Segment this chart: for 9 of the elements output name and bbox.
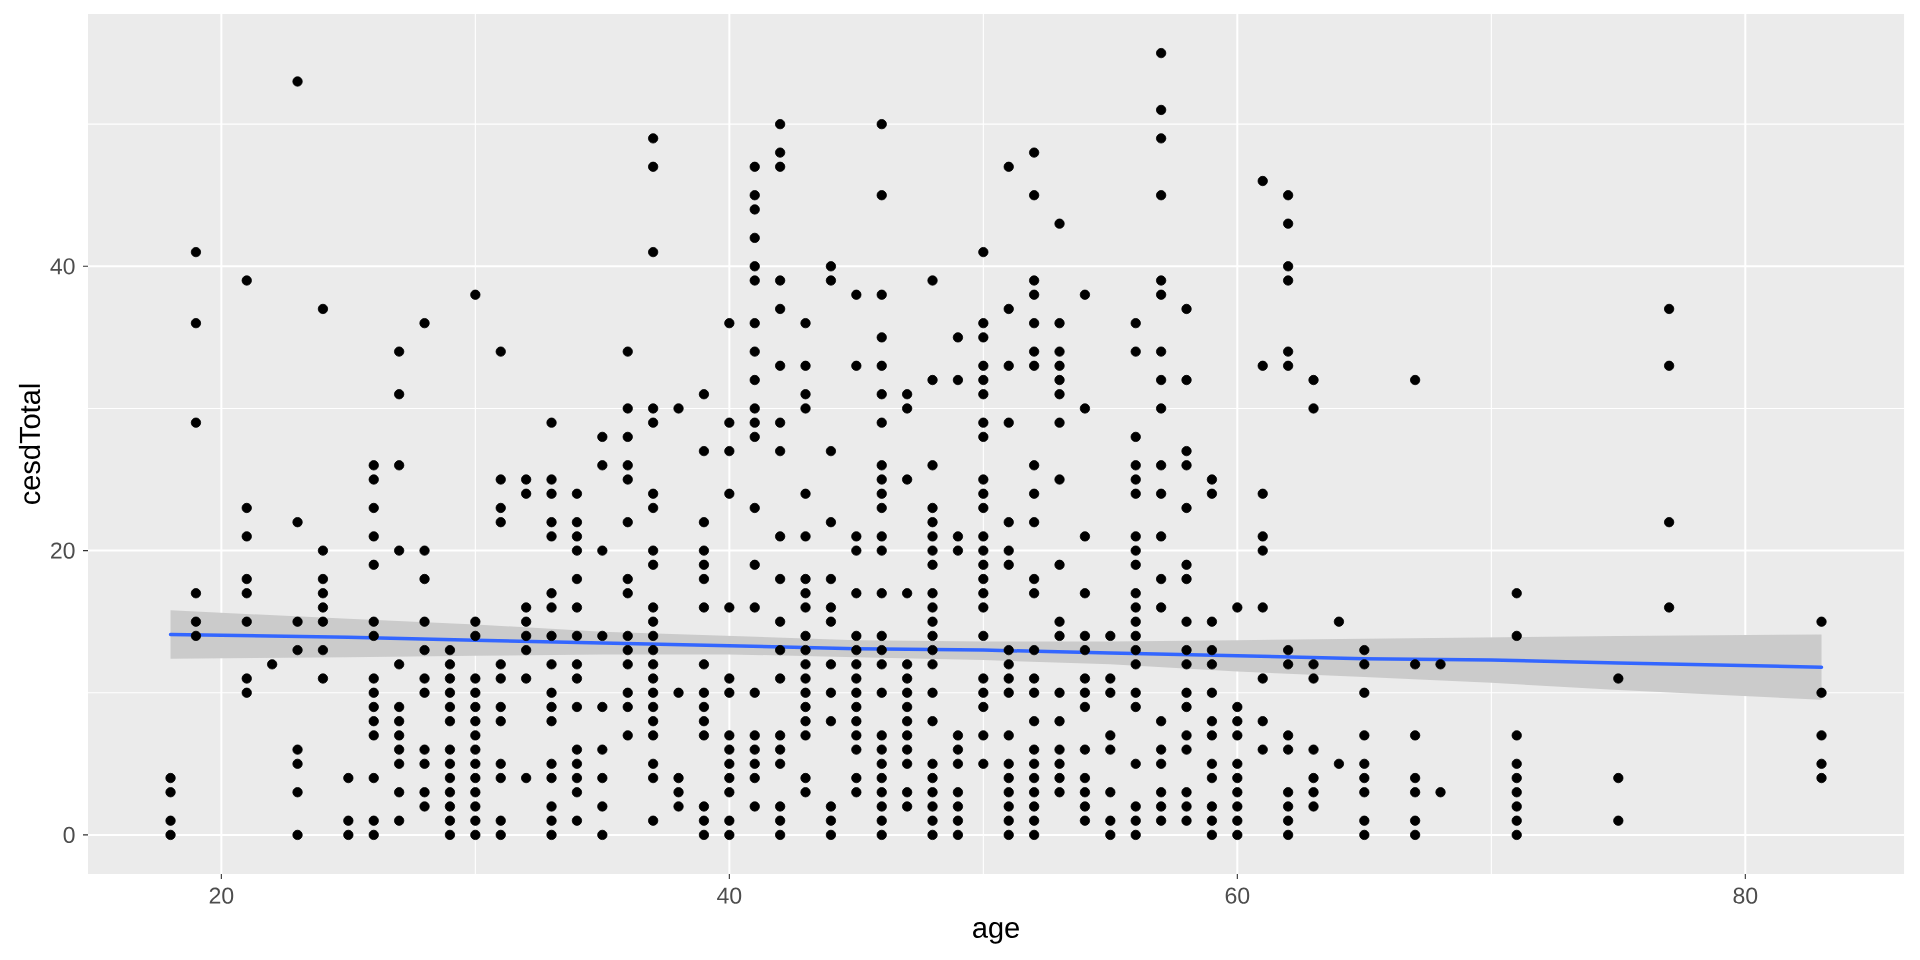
y-tick-label: 20	[51, 542, 75, 559]
y-axis-title: cesdTotal	[18, 384, 41, 505]
x-tick-label: 20	[209, 887, 234, 904]
x-tick-label: 60	[1225, 887, 1250, 904]
x-axis-title: age	[973, 922, 1019, 944]
y-tick-label: 40	[50, 258, 75, 275]
x-tick-label: 80	[1733, 887, 1758, 904]
y-tick-label: 0	[63, 826, 75, 844]
x-tick-label: 40	[717, 887, 742, 904]
